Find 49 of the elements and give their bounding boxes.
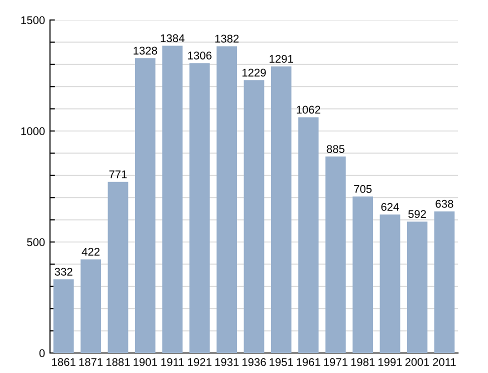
data-label: 332 [54,268,72,276]
bar [135,58,156,353]
x-tick-label: 1861 [52,358,76,366]
data-label: 1229 [242,68,266,77]
data-label: 1291 [270,54,294,63]
bar [352,196,373,353]
bar [162,46,183,353]
bar [434,211,455,353]
x-tick-label: 1936 [242,358,266,366]
x-tick-label: 1991 [378,358,402,366]
bar [407,222,428,353]
x-tick-label: 1881 [106,358,130,366]
data-label: 705 [354,185,372,193]
y-tick-label: 1000 [21,127,45,136]
data-label: 1382 [215,34,239,43]
bar [325,156,346,353]
y-tick-label: 0 [39,349,45,358]
x-tick-label: 1901 [134,358,158,366]
bar [189,63,210,353]
bar [53,279,74,353]
x-tick-label: 2011 [433,358,456,366]
x-tick-label: 1921 [188,358,212,366]
x-tick-label: 1911 [161,358,184,366]
data-label: 624 [381,203,399,211]
x-tick-label: 1961 [296,358,320,366]
data-label: 592 [408,210,426,218]
x-tick-label: 1931 [215,358,239,366]
y-tick-label: 1500 [21,16,45,24]
data-label: 771 [109,170,127,178]
x-tick-label: 2001 [405,358,430,366]
data-label: 1328 [134,46,158,55]
data-label: 885 [326,145,344,153]
x-tick-label: 1871 [79,358,103,366]
data-label: 638 [436,200,454,208]
x-tick-label: 1951 [270,358,294,366]
bar [380,214,400,353]
data-label: 1306 [188,52,212,60]
y-tick-label: 500 [27,238,45,246]
bar [216,46,237,353]
bar [108,182,128,353]
data-label: 1384 [160,34,184,42]
bar [80,259,101,353]
bar [244,80,264,353]
x-tick-label: 1971 [324,358,348,366]
bar [271,66,292,353]
data-label: 1062 [296,106,320,114]
x-tick-label: 1981 [351,358,375,366]
bar [298,117,319,353]
data-label: 422 [82,248,100,256]
